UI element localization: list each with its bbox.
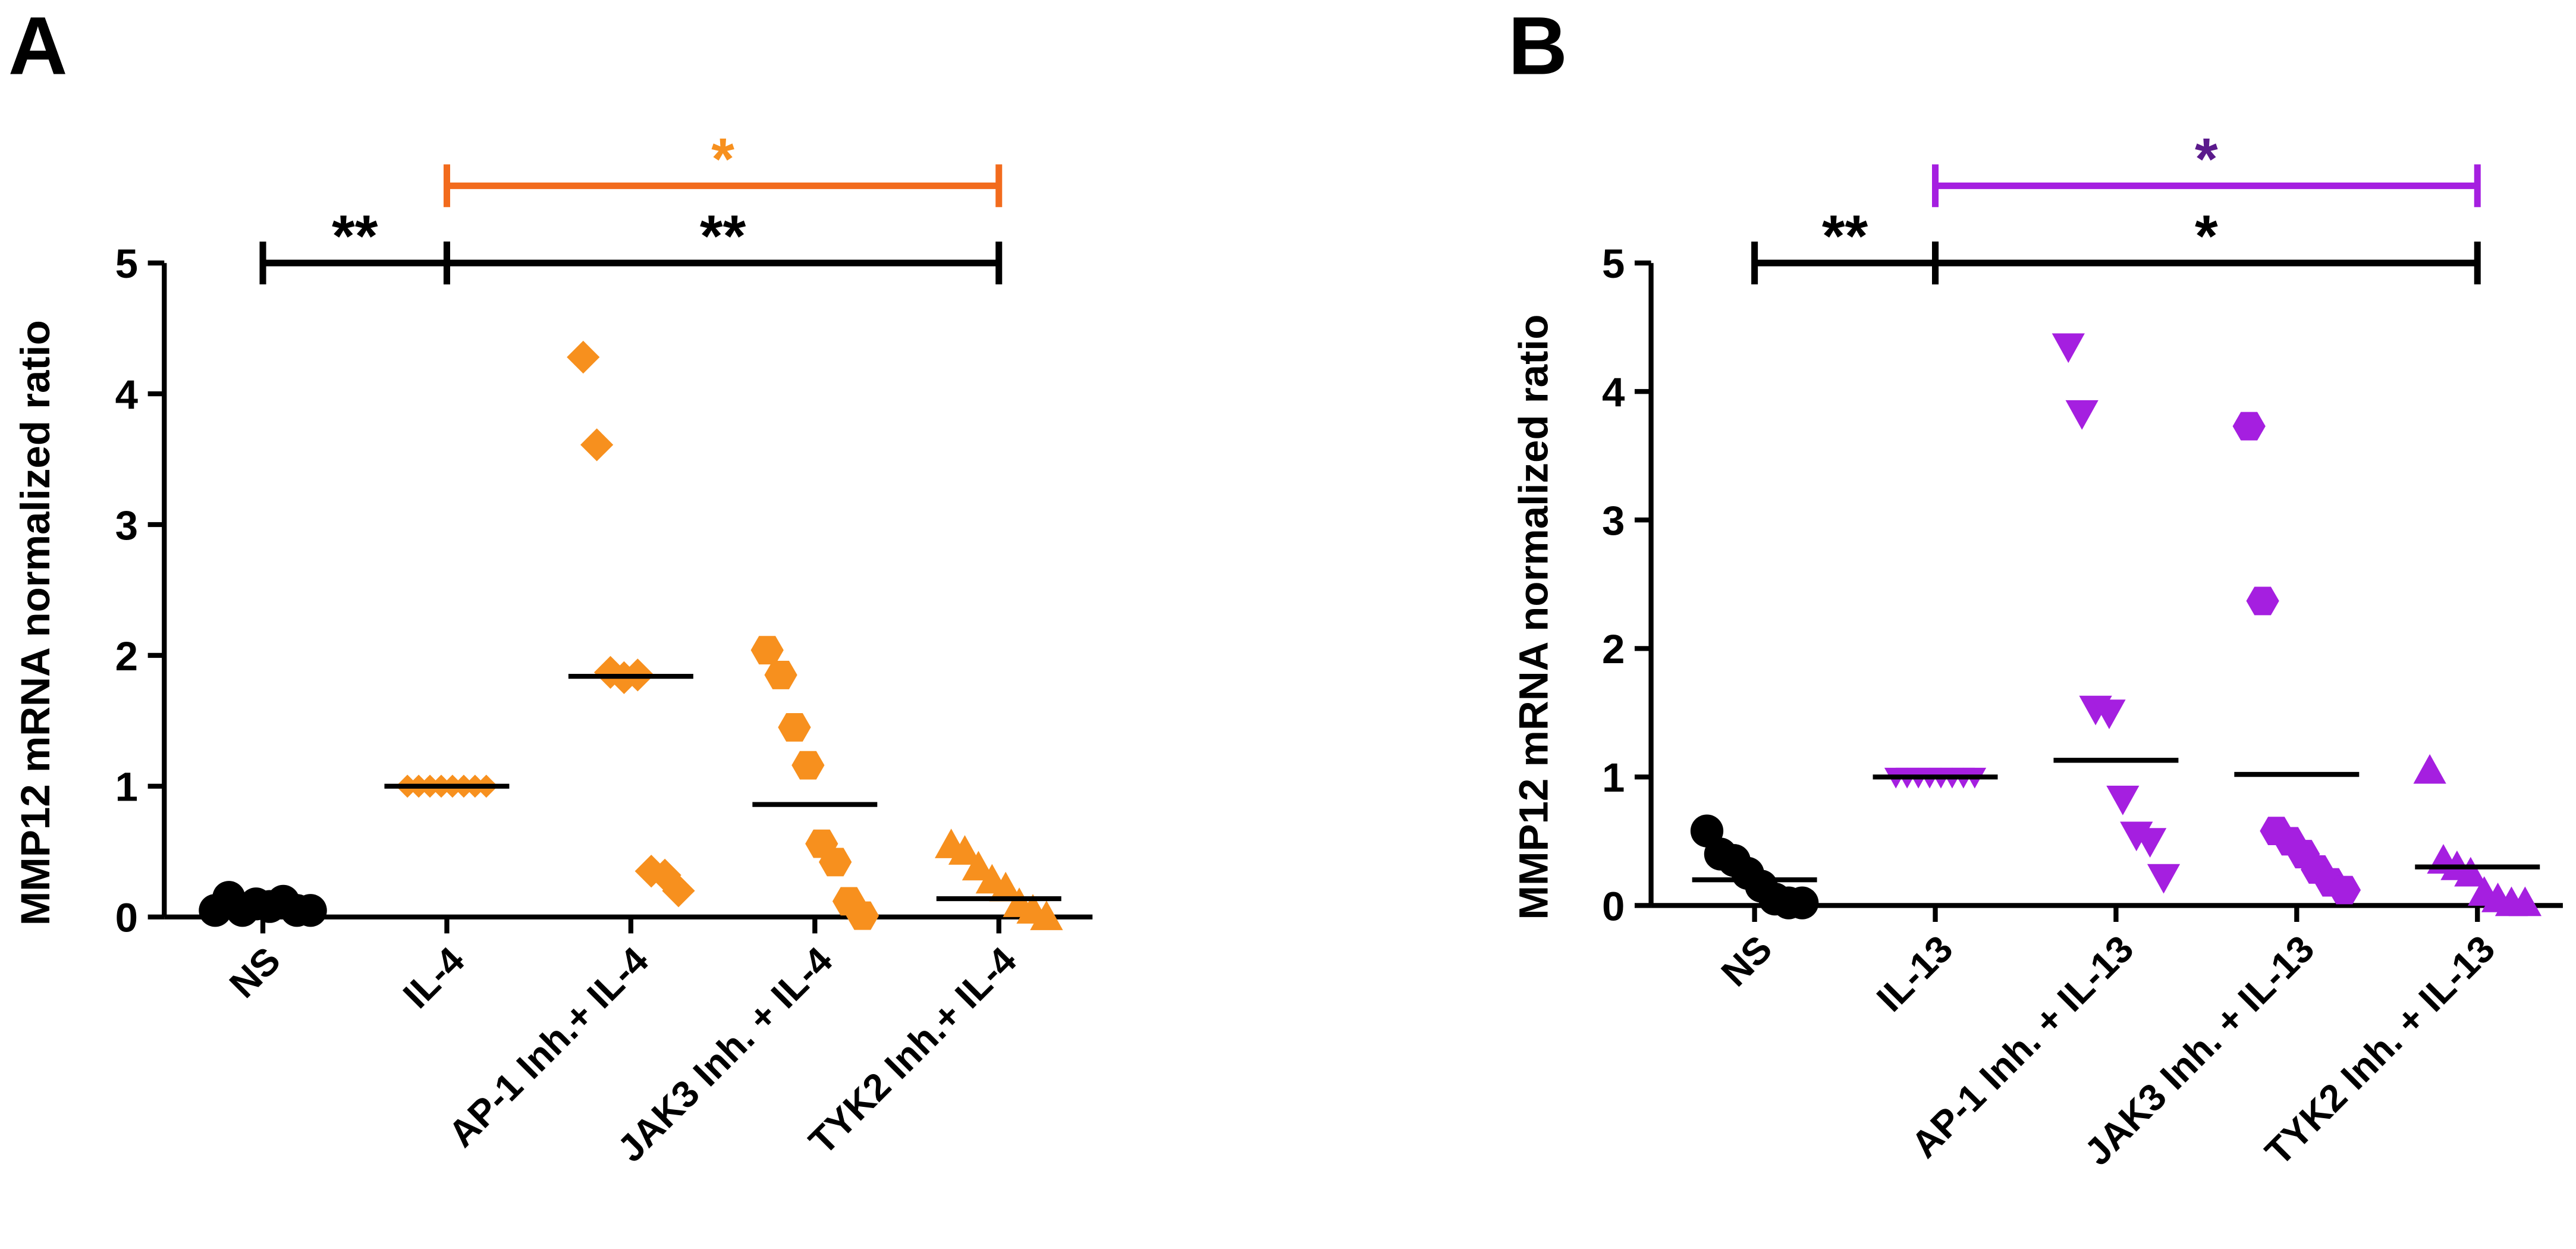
data-point (2134, 828, 2167, 858)
y-axis-label: MMP12 mRNA normalized ratio (12, 320, 58, 925)
y-tick-label: 1 (1602, 754, 1625, 801)
y-axis-label: MMP12 mRNA normalized ratio (1510, 315, 1557, 920)
x-tick-label: AP-1 Inh.+ IL-4 (440, 939, 656, 1155)
significance-label: * (711, 126, 734, 192)
significance-label: ** (700, 203, 746, 269)
panel-letter: A (8, 0, 68, 92)
significance-label: ** (1822, 203, 1868, 269)
data-point (2232, 412, 2266, 441)
data-point (1786, 886, 1819, 920)
y-tick-label: 4 (115, 371, 139, 418)
data-point (2508, 886, 2542, 917)
y-tick-label: 0 (1602, 883, 1625, 929)
y-tick-label: 1 (115, 764, 138, 810)
data-point (2327, 875, 2361, 905)
x-tick-label: NS (1713, 927, 1780, 994)
data-point (580, 428, 614, 462)
data-point (2106, 786, 2140, 815)
data-point (791, 751, 825, 780)
y-tick-label: 3 (1602, 497, 1625, 544)
x-tick-label: IL-4 (395, 939, 472, 1016)
data-point (2052, 333, 2085, 363)
panel-letter: B (1508, 0, 1567, 92)
data-point (2413, 754, 2446, 784)
data-point (819, 848, 852, 877)
x-tick-label: NS (221, 939, 288, 1006)
y-tick-label: 2 (1602, 626, 1625, 672)
data-point (662, 874, 695, 908)
data-point (2454, 856, 2487, 887)
y-tick-label: 5 (1602, 240, 1625, 287)
y-tick-label: 5 (115, 240, 138, 287)
significance-label: * (2195, 203, 2218, 269)
data-point (2147, 864, 2181, 894)
significance-label: ** (332, 203, 378, 269)
data-point (294, 894, 327, 927)
y-tick-label: 2 (115, 633, 138, 679)
data-point (567, 340, 600, 374)
data-point (764, 661, 797, 689)
data-point (2093, 699, 2126, 729)
data-point (2065, 400, 2099, 430)
y-tick-label: 3 (115, 502, 138, 548)
data-point (2246, 586, 2279, 616)
data-point (750, 636, 784, 665)
data-point (1030, 900, 1063, 930)
y-tick-label: 4 (1602, 369, 1625, 415)
data-point (846, 901, 879, 930)
data-point (948, 835, 982, 865)
y-tick-label: 0 (115, 895, 138, 941)
data-point (989, 871, 1022, 902)
x-tick-label: IL-13 (1869, 927, 1961, 1019)
significance-label: * (2195, 126, 2218, 192)
data-point (962, 851, 995, 881)
data-point (778, 713, 811, 742)
